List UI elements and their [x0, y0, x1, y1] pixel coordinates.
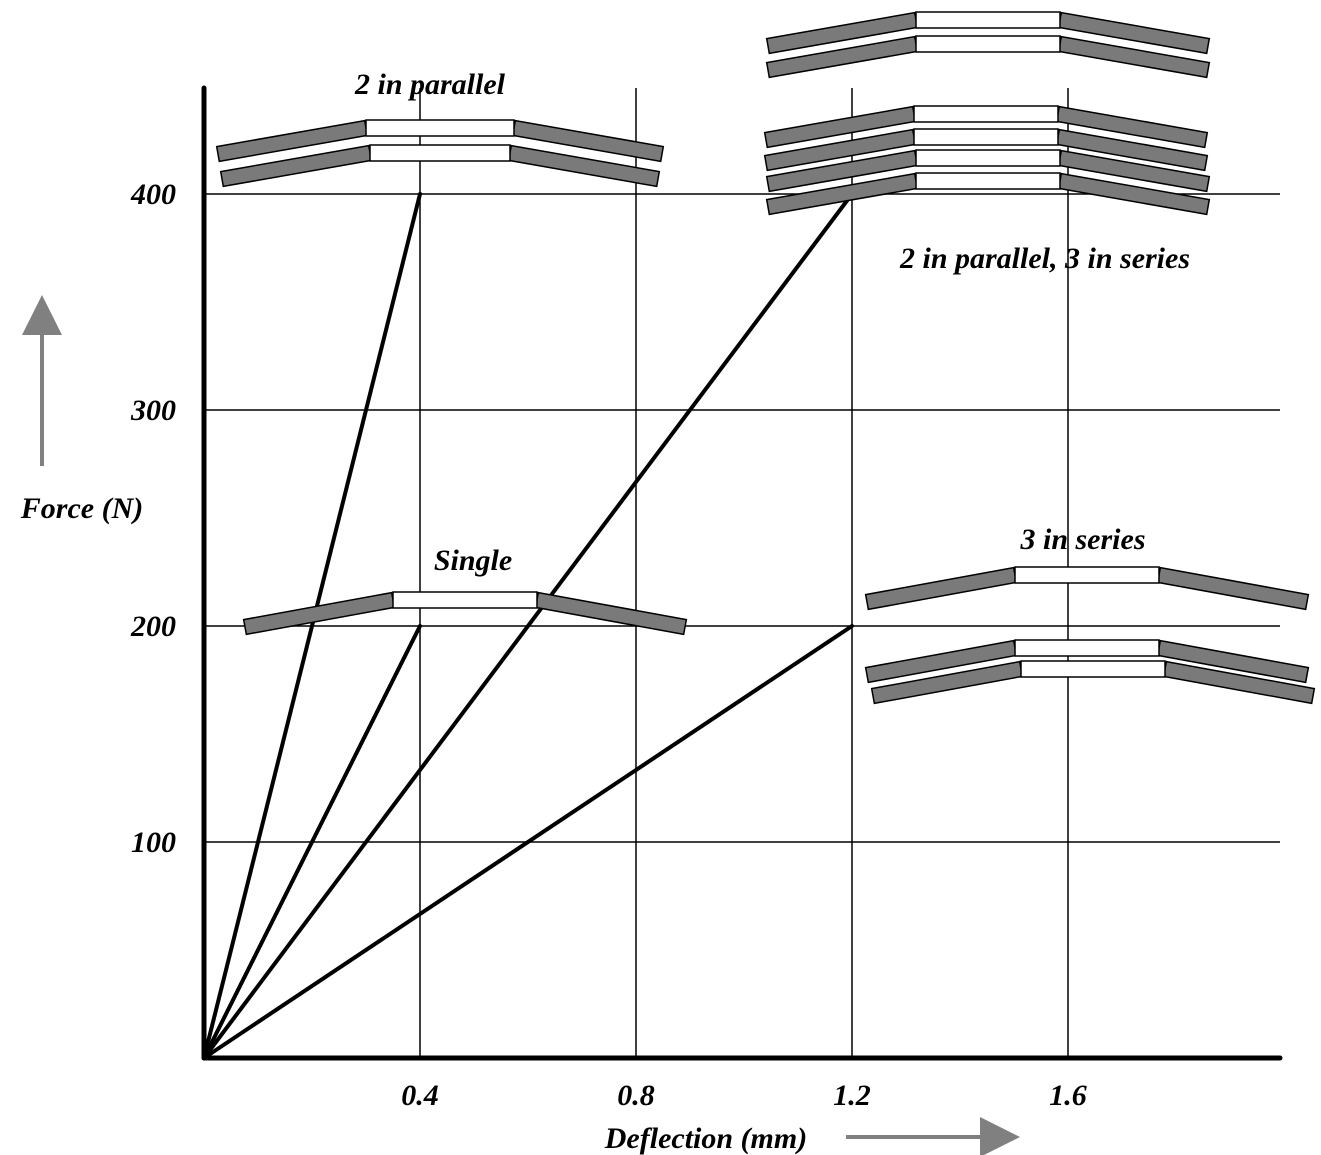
y-tick-label: 300 — [130, 394, 176, 427]
x-tick-label: 1.2 — [833, 1079, 871, 1112]
x-axis-label: Deflection (mm) — [604, 1122, 807, 1155]
spring-disc-core — [369, 144, 511, 162]
tick-labels: 100 200 300 400 0.4 0.8 1.2 1.6 — [130, 178, 1087, 1112]
series-line — [202, 192, 854, 1060]
spring-disc-core — [915, 149, 1061, 167]
annotation-2-in-parallel: 2 in parallel — [354, 68, 506, 101]
spring-disc-core — [913, 105, 1059, 123]
y-tick-label: 400 — [130, 178, 176, 211]
spring-disc-arm — [864, 566, 1018, 611]
spring-disc-core — [392, 591, 538, 609]
spring-disc-core — [915, 172, 1061, 190]
spring-disc-core — [1020, 660, 1166, 678]
spring-disc-core — [1014, 639, 1160, 657]
series-line — [202, 192, 422, 1060]
y-tick-label: 200 — [130, 610, 176, 643]
spring-disc-core — [1014, 566, 1160, 584]
spring-disc-core — [915, 35, 1061, 53]
x-tick-label: 1.6 — [1049, 1079, 1087, 1112]
spring-diagrams — [215, 11, 1316, 705]
series-lines — [202, 192, 854, 1060]
annotation-single: Single — [434, 544, 512, 577]
series-line — [202, 624, 422, 1060]
x-tick-label: 0.8 — [617, 1079, 655, 1112]
grid-lines — [204, 88, 1280, 1058]
spring-disc-arm — [1156, 566, 1310, 611]
spring-disc-arm — [534, 591, 688, 636]
y-tick-label: 100 — [131, 826, 176, 859]
x-tick-label: 0.4 — [401, 1079, 439, 1112]
y-axis-label: Force (N) — [20, 492, 143, 525]
series-line — [202, 624, 854, 1060]
spring-disc-core — [915, 11, 1061, 29]
annotation-3-in-series: 3 in series — [1019, 523, 1145, 556]
spring-disc-core — [365, 119, 515, 137]
annotation-2-in-parallel-3-in-series: 2 in parallel, 3 in series — [899, 242, 1190, 275]
spring-disc-core — [913, 128, 1059, 146]
